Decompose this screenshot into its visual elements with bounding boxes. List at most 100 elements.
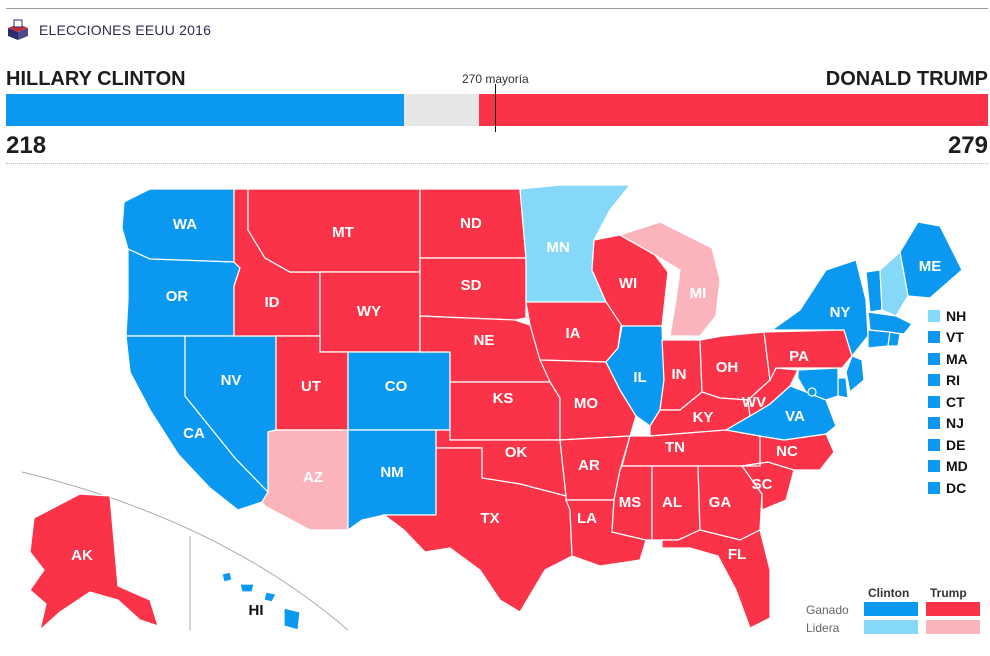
state-label-or: OR xyxy=(166,288,189,305)
state-label-mi: MI xyxy=(690,285,707,302)
state-abbr: NJ xyxy=(946,415,964,432)
state-abbr: MD xyxy=(946,458,968,475)
legend-header-clinton: Clinton xyxy=(868,586,910,600)
state-label-nc: NC xyxy=(776,443,798,460)
state-label-fl: FL xyxy=(728,546,746,563)
state-abbr: DE xyxy=(946,436,966,453)
state-label-va: VA xyxy=(785,408,805,425)
small-state-ma[interactable]: MA xyxy=(928,348,968,370)
small-state-ct[interactable]: CT xyxy=(928,391,968,413)
state-DE[interactable] xyxy=(837,377,849,399)
state-label-ms: MS xyxy=(619,494,642,511)
state-MI[interactable] xyxy=(618,221,721,337)
status-swatch xyxy=(928,374,940,387)
trump-votes-bar xyxy=(478,94,988,126)
state-NJ[interactable] xyxy=(845,355,865,394)
state-label-hi: HI xyxy=(249,602,264,619)
legend-row-leads: Lidera xyxy=(806,621,840,635)
state-label-ar: AR xyxy=(578,457,600,474)
legend-swatch-clinton-leads xyxy=(864,620,918,634)
state-label-ga: GA xyxy=(709,494,732,511)
state-MA[interactable] xyxy=(867,311,913,335)
small-state-vt[interactable]: VT xyxy=(928,327,968,349)
small-state-nj[interactable]: NJ xyxy=(928,413,968,435)
state-label-me: ME xyxy=(919,258,942,275)
state-abbr: VT xyxy=(946,329,964,346)
state-abbr: MA xyxy=(946,350,968,367)
state-label-nd: ND xyxy=(460,215,482,232)
state-label-tx: TX xyxy=(480,510,499,527)
trump-vote-count: 279 xyxy=(947,132,988,159)
inset-divider xyxy=(21,471,349,631)
header: ELECCIONES EEUU 2016 xyxy=(6,18,211,42)
state-label-wy: WY xyxy=(357,303,381,320)
clinton-votes-bar xyxy=(6,94,404,126)
state-label-sd: SD xyxy=(461,277,482,294)
status-swatch xyxy=(928,395,940,408)
state-label-ca: CA xyxy=(183,425,205,442)
state-label-al: AL xyxy=(662,494,682,511)
state-VT[interactable] xyxy=(865,269,883,313)
status-swatch xyxy=(928,352,940,365)
small-state-md[interactable]: MD xyxy=(928,456,968,478)
state-label-wv: WV xyxy=(742,394,766,411)
page-title: ELECCIONES EEUU 2016 xyxy=(39,22,212,38)
state-SD[interactable] xyxy=(419,257,527,321)
candidate-name-trump: DONALD TRUMP xyxy=(825,68,988,90)
state-HI[interactable] xyxy=(221,571,301,631)
candidate-name-clinton: HILLARY CLINTON xyxy=(6,68,186,90)
state-label-wi: WI xyxy=(619,275,637,292)
state-label-tn: TN xyxy=(665,439,685,456)
state-FL[interactable] xyxy=(661,529,771,629)
state-label-sc: SC xyxy=(752,476,773,493)
status-swatch xyxy=(928,417,940,430)
state-label-ny: NY xyxy=(830,304,851,321)
state-label-ut: UT xyxy=(301,378,321,395)
legend-header-trump: Trump xyxy=(930,586,967,600)
status-swatch xyxy=(928,309,940,322)
ballot-box-icon xyxy=(8,19,28,40)
state-label-wa: WA xyxy=(173,216,197,233)
separator xyxy=(6,163,988,164)
state-label-oh: OH xyxy=(716,359,739,376)
state-AK[interactable] xyxy=(29,493,159,632)
state-label-co: CO xyxy=(385,378,408,395)
small-state-dc[interactable]: DC xyxy=(928,477,968,499)
state-label-ok: OK xyxy=(505,444,528,461)
legend-swatch-trump-leads xyxy=(926,620,980,634)
state-label-ak: AK xyxy=(71,547,93,564)
state-NY[interactable] xyxy=(770,259,869,358)
clinton-vote-count: 218 xyxy=(6,132,47,159)
state-abbr: CT xyxy=(946,393,965,410)
state-TX[interactable] xyxy=(382,447,573,613)
small-state-nh[interactable]: NH xyxy=(928,305,968,327)
state-abbr: RI xyxy=(946,372,960,389)
state-label-nv: NV xyxy=(221,372,242,389)
state-label-mo: MO xyxy=(574,395,598,412)
majority-label: 270 mayoría xyxy=(462,72,529,86)
state-RI[interactable] xyxy=(887,331,901,347)
state-DC[interactable] xyxy=(807,387,817,397)
state-CT[interactable] xyxy=(867,329,891,349)
electoral-bar xyxy=(6,94,988,126)
state-abbr: NH xyxy=(946,307,967,324)
legend-row-won: Ganado xyxy=(806,603,849,617)
legend-swatch-clinton-won xyxy=(864,602,918,616)
status-swatch xyxy=(928,460,940,473)
small-state-de[interactable]: DE xyxy=(928,434,968,456)
legend-swatch-trump-won xyxy=(926,602,980,616)
small-state-ri[interactable]: RI xyxy=(928,370,968,392)
state-label-nm: NM xyxy=(380,464,403,481)
state-label-ks: KS xyxy=(493,390,514,407)
state-label-az: AZ xyxy=(303,469,323,486)
state-label-mn: MN xyxy=(546,239,569,256)
state-label-ky: KY xyxy=(693,409,714,426)
status-swatch xyxy=(928,481,940,494)
state-label-la: LA xyxy=(577,510,597,527)
status-swatch xyxy=(928,331,940,344)
state-label-mt: MT xyxy=(332,224,354,241)
state-NH[interactable] xyxy=(879,250,909,317)
state-label-in: IN xyxy=(672,366,687,383)
status-swatch xyxy=(928,438,940,451)
